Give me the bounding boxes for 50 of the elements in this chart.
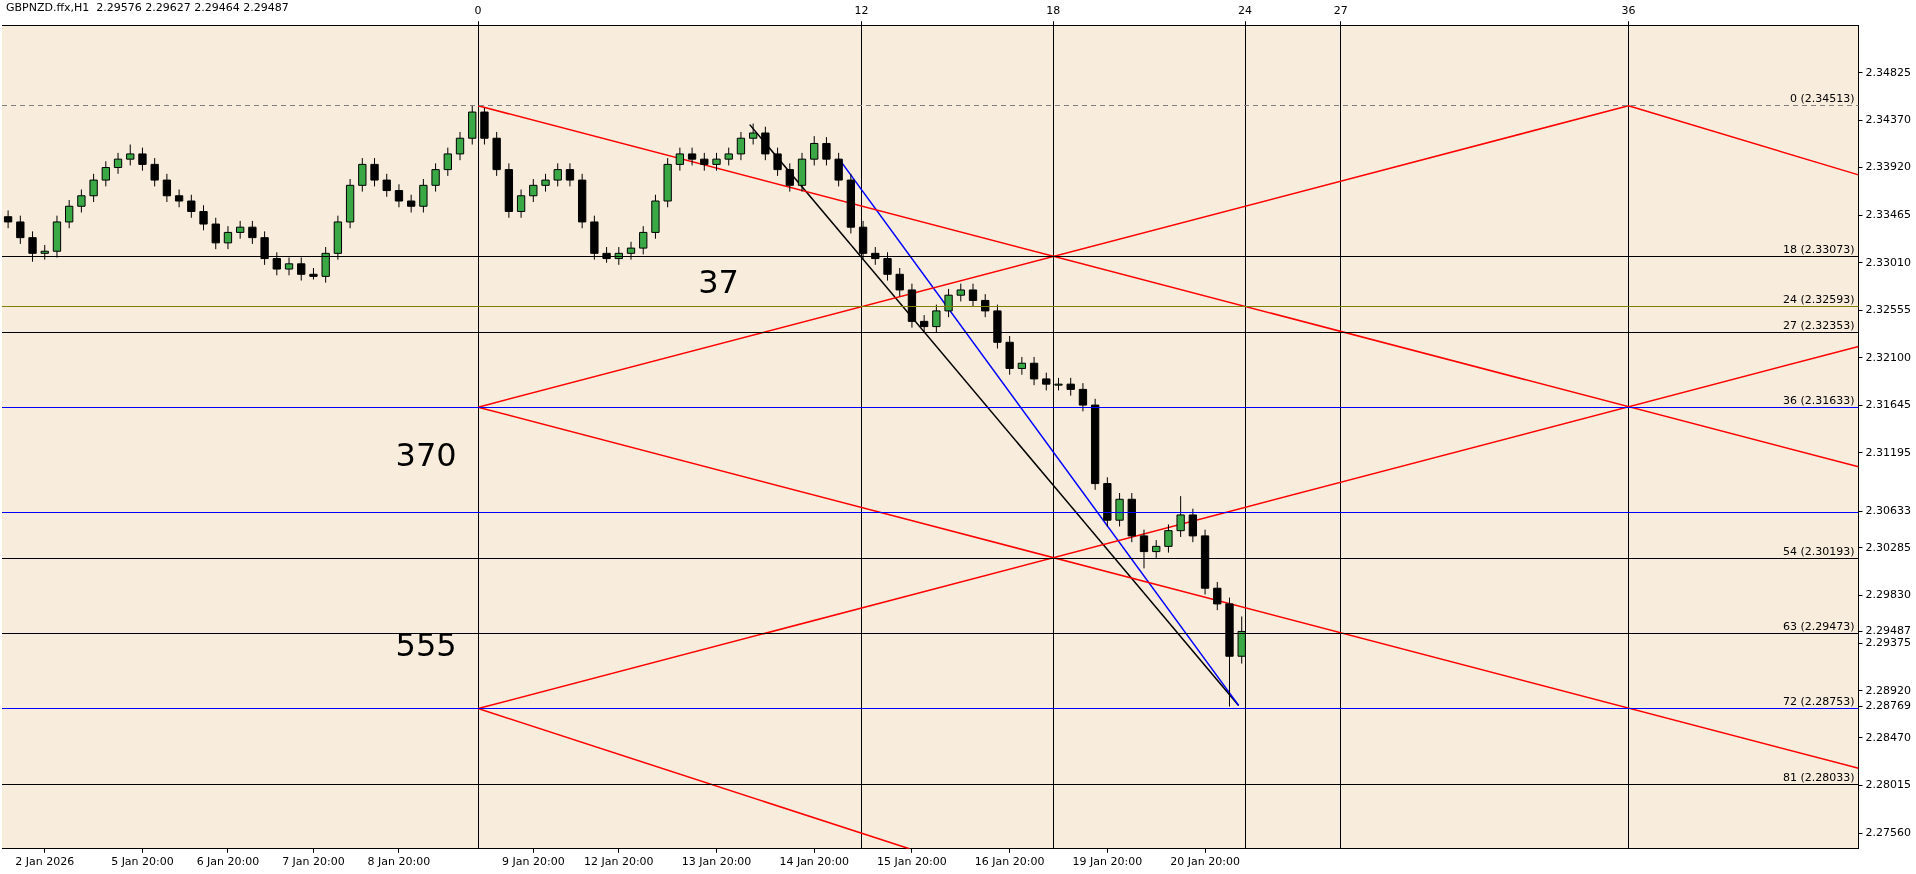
x-tick-label: 20 Jan 20:00 bbox=[1170, 855, 1240, 869]
x-tick-label: 6 Jan 20:00 bbox=[196, 855, 260, 869]
ref-line-label: 72 (2.28753) bbox=[1782, 694, 1855, 708]
annotation: 37 bbox=[698, 263, 739, 302]
ref-line-label: 63 (2.29473) bbox=[1782, 619, 1855, 633]
ref-line-label: 27 (2.32353) bbox=[1782, 318, 1855, 332]
x2-tick-label: 36 bbox=[1621, 4, 1636, 18]
y-tick-label: 2.28769 bbox=[1865, 699, 1912, 713]
ref-line-label: 24 (2.32593) bbox=[1782, 292, 1855, 306]
x2-tick-label: 24 bbox=[1238, 4, 1252, 18]
y-tick-label: 2.27560 bbox=[1865, 825, 1912, 839]
ref-line-label: 54 (2.30193) bbox=[1782, 544, 1855, 558]
y-tick-label: 2.29375 bbox=[1865, 636, 1912, 650]
x-tick-label: 19 Jan 20:00 bbox=[1072, 855, 1143, 869]
y-tick-label: 2.28920 bbox=[1865, 683, 1912, 697]
ref-line-label: 0 (2.34513) bbox=[1789, 91, 1855, 105]
y-tick-label: 2.32100 bbox=[1865, 350, 1912, 364]
x-tick-label: 15 Jan 20:00 bbox=[877, 855, 947, 869]
y-tick-label: 2.28470 bbox=[1865, 730, 1912, 744]
x-tick-label: 8 Jan 20:00 bbox=[367, 855, 431, 869]
x2-tick-label: 12 bbox=[854, 4, 869, 18]
chart-title: GBPNZD.ffx,H1 2.29576 2.29627 2.29464 2.29487 bbox=[6, 1, 289, 15]
x-tick-label: 12 Jan 20:00 bbox=[583, 855, 654, 869]
x-tick-label: 13 Jan 20:00 bbox=[681, 855, 752, 869]
y-tick-label: 2.30633 bbox=[1865, 504, 1912, 518]
x-tick-label: 16 Jan 20:00 bbox=[974, 855, 1045, 869]
y-tick-label: 2.34370 bbox=[1865, 113, 1912, 127]
y-tick-label: 2.33465 bbox=[1865, 208, 1912, 221]
ref-line-label: 81 (2.28033) bbox=[1782, 770, 1855, 784]
x2-tick-label: 0 bbox=[474, 4, 482, 18]
x-tick-label: 7 Jan 20:00 bbox=[282, 855, 345, 869]
annotation: 370 bbox=[395, 436, 457, 475]
y-tick-label: 2.29487 bbox=[1865, 624, 1912, 638]
x-tick-label: 14 Jan 20:00 bbox=[779, 855, 850, 869]
ref-line-label: 18 (2.33073) bbox=[1782, 242, 1855, 256]
y-tick-label: 2.32555 bbox=[1865, 303, 1912, 317]
x-tick-label: 5 Jan 20:00 bbox=[111, 855, 174, 869]
y-tick-label: 2.33920 bbox=[1865, 160, 1912, 174]
x2-tick-label: 27 bbox=[1333, 4, 1348, 18]
y-tick-label: 2.28015 bbox=[1865, 778, 1912, 792]
x-tick-label: 9 Jan 20:00 bbox=[501, 855, 565, 869]
y-tick-label: 2.34825 bbox=[1865, 65, 1912, 79]
y-tick-label: 2.31645 bbox=[1865, 398, 1912, 412]
x2-tick-label: 18 bbox=[1046, 4, 1061, 18]
x-tick-label: 2 Jan 2026 bbox=[15, 855, 75, 869]
y-tick-label: 2.29830 bbox=[1865, 588, 1912, 602]
y-tick-label: 2.31195 bbox=[1865, 445, 1912, 459]
y-tick-label: 2.30285 bbox=[1865, 540, 1912, 554]
ref-line-label: 36 (2.31633) bbox=[1782, 393, 1855, 407]
y-tick-label: 2.33010 bbox=[1865, 255, 1912, 269]
